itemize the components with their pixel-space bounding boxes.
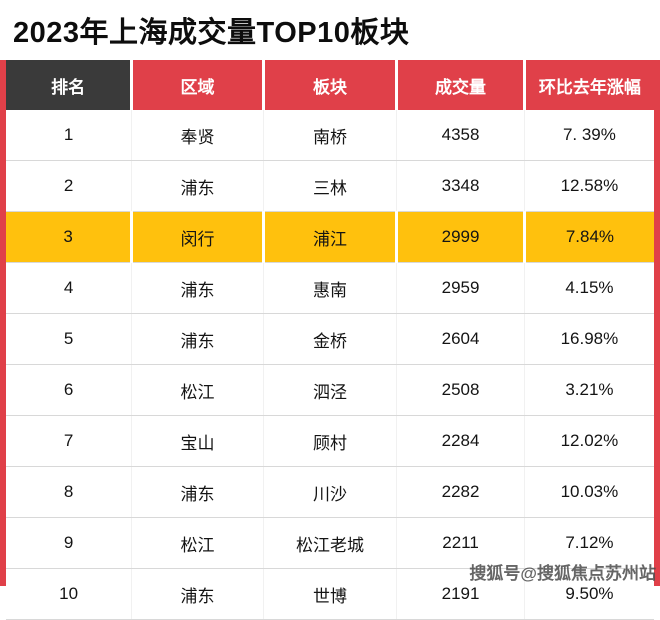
cell-change: 3.21%: [523, 364, 654, 416]
cell-volume: 2284: [396, 415, 525, 467]
table-row: 6 松江 泗泾 2508 3.21%: [6, 364, 654, 416]
cell-region: 浦东: [131, 466, 264, 518]
table-row: 9 松江 松江老城 2211 7.12%: [6, 517, 654, 569]
cell-rank: 4: [6, 262, 132, 314]
header-change: 环比去年涨幅: [522, 60, 654, 110]
right-red-strip: [654, 60, 660, 586]
cell-rank: 2: [6, 160, 132, 212]
cell-rank: 7: [6, 415, 132, 467]
cell-rank: 5: [6, 313, 132, 365]
cell-plate: 南桥: [262, 110, 397, 161]
cell-plate: 金桥: [262, 313, 397, 365]
cell-change: 7.84%: [522, 211, 654, 263]
cell-rank: 6: [6, 364, 132, 416]
cell-plate: 浦江: [261, 211, 397, 263]
table-row: 2 浦东 三林 3348 12.58%: [6, 160, 654, 212]
cell-region: 奉贤: [131, 110, 264, 161]
cell-rank: 10: [6, 568, 132, 620]
cell-volume: 3348: [396, 160, 525, 212]
cell-change: 12.58%: [523, 160, 654, 212]
cell-plate: 世博: [262, 568, 397, 620]
cell-plate: 顾村: [262, 415, 397, 467]
table-row: 4 浦东 惠南 2959 4.15%: [6, 262, 654, 314]
table-row: 1 奉贤 南桥 4358 7. 39%: [6, 110, 654, 161]
table-row: 8 浦东 川沙 2282 10.03%: [6, 466, 654, 518]
page-title: 2023年上海成交量TOP10板块: [13, 17, 410, 49]
header-plate: 板块: [261, 60, 397, 110]
table-row-highlighted: 3 闵行 浦江 2999 7.84%: [6, 211, 654, 263]
cell-plate: 三林: [262, 160, 397, 212]
cell-plate: 泗泾: [262, 364, 397, 416]
cell-change: 10.03%: [523, 466, 654, 518]
cell-region: 松江: [131, 517, 264, 569]
cell-volume: 2604: [396, 313, 525, 365]
header-region: 区域: [130, 60, 264, 110]
cell-change: 16.98%: [523, 313, 654, 365]
left-red-strip: [0, 60, 6, 586]
table-row: 5 浦东 金桥 2604 16.98%: [6, 313, 654, 365]
cell-change: 7.12%: [523, 517, 654, 569]
table-header-row: 排名 区域 板块 成交量 环比去年涨幅: [6, 60, 654, 110]
cell-plate: 川沙: [262, 466, 397, 518]
cell-region: 宝山: [131, 415, 264, 467]
cell-region: 浦东: [131, 160, 264, 212]
cell-change: 4.15%: [523, 262, 654, 314]
cell-volume: 2508: [396, 364, 525, 416]
cell-region: 闵行: [130, 211, 264, 263]
table-wrap: 排名 区域 板块 成交量 环比去年涨幅 1 奉贤 南桥 4358 7. 39% …: [6, 60, 654, 620]
cell-rank: 8: [6, 466, 132, 518]
cell-volume: 2282: [396, 466, 525, 518]
top10-table: 排名 区域 板块 成交量 环比去年涨幅 1 奉贤 南桥 4358 7. 39% …: [6, 60, 654, 620]
cell-volume: 2999: [395, 211, 525, 263]
table-row: 7 宝山 顾村 2284 12.02%: [6, 415, 654, 467]
header-volume: 成交量: [395, 60, 525, 110]
cell-region: 浦东: [131, 262, 264, 314]
cell-change: 7. 39%: [523, 110, 654, 161]
cell-change: 12.02%: [523, 415, 654, 467]
cell-volume: 2211: [396, 517, 525, 569]
cell-plate: 惠南: [262, 262, 397, 314]
title-bar: 2023年上海成交量TOP10板块: [0, 0, 660, 60]
cell-rank: 3: [6, 211, 132, 263]
cell-region: 浦东: [131, 313, 264, 365]
cell-region: 浦东: [131, 568, 264, 620]
cell-rank: 1: [6, 110, 132, 161]
cell-volume: 2959: [396, 262, 525, 314]
cell-rank: 9: [6, 517, 132, 569]
cell-volume: 4358: [396, 110, 525, 161]
cell-plate: 松江老城: [262, 517, 397, 569]
watermark: 搜狐号@搜狐焦点苏州站: [469, 564, 656, 583]
header-rank: 排名: [6, 60, 132, 110]
cell-region: 松江: [131, 364, 264, 416]
